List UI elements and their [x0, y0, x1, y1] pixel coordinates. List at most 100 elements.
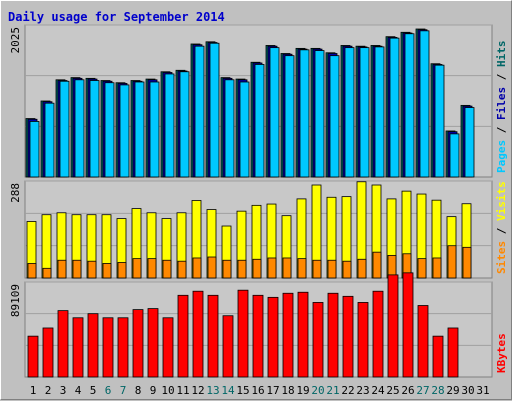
kbytes-panel-bar-kbytes-2	[42, 327, 54, 378]
visits-panel-bar-sites-1	[27, 263, 37, 279]
visits-panel-bar-sites-4	[72, 259, 82, 279]
kbytes-panel-legend-part-0: KBytes	[495, 333, 508, 373]
visits-panel-legend-part-2: Visits	[495, 181, 508, 221]
kbytes-panel-bar-kbytes-8	[132, 309, 144, 378]
hits-panel-bar-pages-8	[134, 81, 145, 178]
day-label-20: 20	[311, 384, 324, 397]
kbytes-panel-bar-kbytes-15	[237, 289, 249, 378]
visits-panel-bar-sites-12	[192, 257, 202, 279]
hits-panel-legend-part-1: /	[495, 120, 508, 140]
kbytes-panel-bar-kbytes-6	[102, 317, 114, 378]
day-label-17: 17	[266, 384, 279, 397]
hits-panel-legend-part-3: /	[495, 67, 508, 87]
kbytes-panel-bar-kbytes-7	[117, 317, 129, 378]
kbytes-panel-bar-kbytes-18	[282, 292, 294, 378]
day-label-31: 31	[476, 384, 489, 397]
visits-panel-bar-sites-16	[252, 258, 262, 279]
day-label-30: 30	[461, 384, 474, 397]
day-label-28: 28	[431, 384, 444, 397]
hits-panel-bar-pages-6	[104, 82, 115, 178]
hits-panel-bar-pages-18	[284, 55, 295, 178]
kbytes-panel-bar-kbytes-23	[357, 302, 369, 378]
day-label-18: 18	[281, 384, 294, 397]
day-label-4: 4	[75, 384, 82, 397]
day-label-14: 14	[221, 384, 235, 397]
hits-panel-bar-pages-5	[89, 80, 100, 178]
kbytes-panel-bar-kbytes-24	[372, 290, 384, 378]
hits-panel-bar-pages-27	[419, 30, 430, 178]
visits-panel-bar-sites-22	[342, 260, 352, 279]
visits-panel-bar-sites-8	[132, 258, 142, 279]
hits-panel-bar-pages-1	[29, 121, 40, 178]
hits-panel-bar-pages-3	[59, 80, 70, 178]
hits-panel-bar-pages-25	[389, 37, 400, 178]
day-label-8: 8	[135, 384, 142, 397]
visits-panel-side-legend: Sites / Visits	[495, 181, 508, 274]
hits-panel-bar-pages-26	[404, 33, 415, 178]
day-label-23: 23	[356, 384, 369, 397]
day-label-7: 7	[120, 384, 127, 397]
visits-panel-bar-sites-5	[87, 260, 97, 279]
kbytes-panel-bar-kbytes-9	[147, 308, 159, 378]
day-label-12: 12	[191, 384, 204, 397]
kbytes-panel-bar-kbytes-21	[327, 292, 339, 378]
day-label-25: 25	[386, 384, 399, 397]
hits-panel-legend-part-4: Hits	[495, 41, 508, 68]
hits-panel-bar-pages-20	[314, 50, 325, 178]
day-label-9: 9	[150, 384, 157, 397]
hits-panel-bar-pages-2	[44, 102, 55, 178]
day-label-27: 27	[416, 384, 429, 397]
hits-panel-bar-pages-12	[194, 45, 205, 178]
day-label-10: 10	[161, 384, 174, 397]
kbytes-panel-bar-kbytes-1	[27, 335, 39, 378]
visits-panel-bar-sites-18	[282, 257, 292, 279]
hits-panel-bar-pages-19	[299, 49, 310, 178]
kbytes-panel-bar-kbytes-10	[162, 317, 174, 378]
hits-panel-bar-pages-14	[224, 79, 235, 178]
kbytes-panel-bar-kbytes-4	[72, 317, 84, 378]
kbytes-panel-bar-kbytes-29	[447, 327, 459, 378]
visits-panel-bar-sites-17	[267, 257, 277, 279]
kbytes-panel-bar-kbytes-22	[342, 295, 354, 378]
hits-panel-bar-pages-10	[164, 73, 175, 178]
kbytes-panel-bar-kbytes-5	[87, 313, 99, 378]
kbytes-panel-bar-kbytes-20	[312, 302, 324, 378]
day-label-19: 19	[296, 384, 309, 397]
hits-panel-max-label: 2025	[9, 27, 22, 54]
day-label-24: 24	[371, 384, 385, 397]
day-label-13: 13	[206, 384, 219, 397]
visits-panel-bar-sites-2	[42, 267, 52, 279]
day-label-21: 21	[326, 384, 339, 397]
hits-panel-bar-pages-11	[179, 71, 190, 178]
hits-panel-legend-part-2: Files	[495, 87, 508, 120]
hits-panel-side-legend: Pages / Files / Hits	[495, 41, 508, 174]
visits-panel-bar-sites-29	[447, 245, 457, 279]
hits-panel-bar-pages-30	[464, 107, 475, 178]
hits-panel-bar-pages-16	[254, 64, 265, 178]
kbytes-panel-bar-kbytes-11	[177, 294, 189, 378]
visits-panel-bar-sites-21	[327, 259, 337, 279]
day-label-29: 29	[446, 384, 459, 397]
kbytes-panel-bar-kbytes-16	[252, 294, 264, 378]
visits-panel-bar-sites-28	[432, 257, 442, 279]
visits-panel-bar-sites-20	[312, 259, 322, 279]
visits-panel-bar-sites-24	[372, 251, 382, 279]
visits-panel-bar-sites-11	[177, 260, 187, 279]
kbytes-panel-bar-kbytes-28	[432, 335, 444, 378]
visits-panel-bar-sites-14	[222, 259, 232, 279]
kbytes-panel-bar-kbytes-26	[402, 272, 414, 378]
kbytes-panel-bar-kbytes-13	[207, 294, 219, 378]
day-label-2: 2	[45, 384, 52, 397]
hits-panel-bar-pages-17	[269, 47, 280, 178]
day-label-16: 16	[251, 384, 264, 397]
kbytes-panel-bar-kbytes-19	[297, 291, 309, 378]
visits-panel-bar-sites-19	[297, 258, 307, 279]
day-label-11: 11	[176, 384, 189, 397]
hits-panel-bar-pages-9	[149, 81, 160, 178]
visits-panel-bar-sites-7	[117, 262, 127, 279]
day-label-26: 26	[401, 384, 414, 397]
hits-panel-bar-pages-29	[449, 133, 460, 178]
hits-panel-bar-pages-7	[119, 84, 130, 178]
kbytes-panel-side-legend: KBytes	[495, 333, 508, 373]
